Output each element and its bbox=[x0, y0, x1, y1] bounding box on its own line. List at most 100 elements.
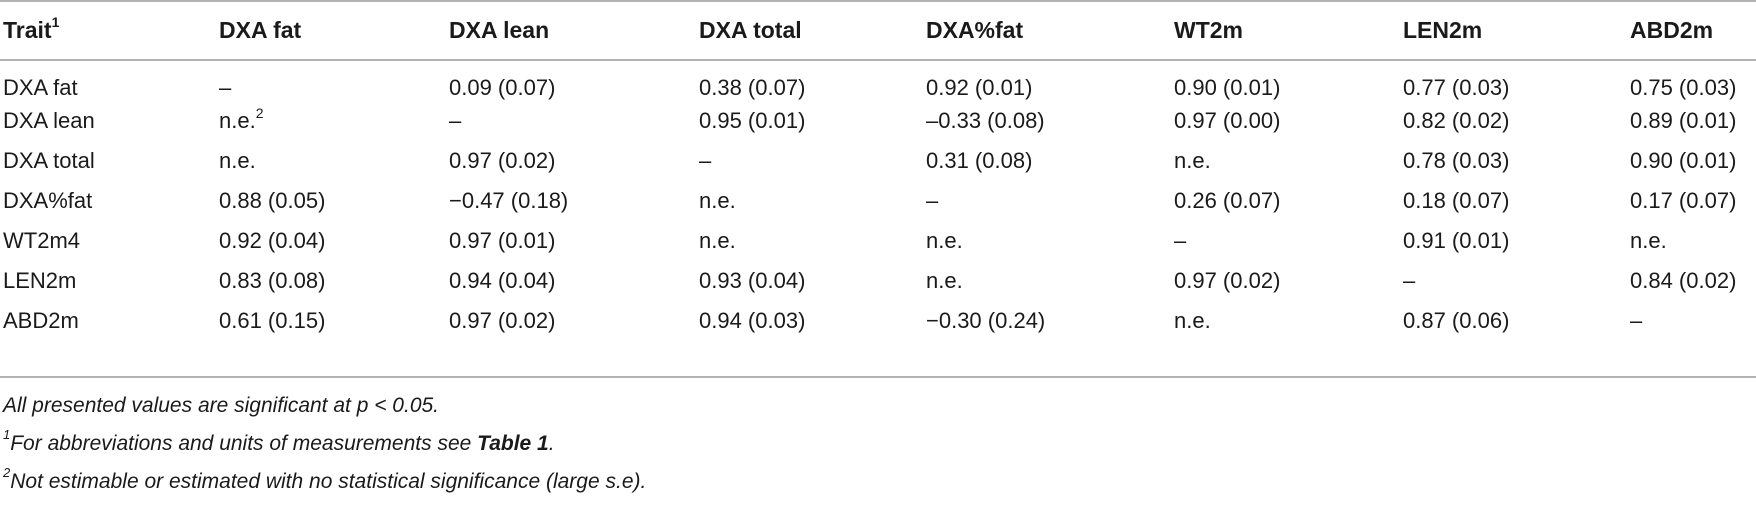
cell-value: 0.78 (0.03) bbox=[1403, 148, 1510, 173]
table-cell: 0.97 (0.02) bbox=[449, 301, 699, 341]
table-cell: – bbox=[699, 141, 926, 181]
table-cell: n.e. bbox=[219, 141, 449, 181]
correlation-table: Trait1 DXA fat DXA lean DXA total DXA%fat WT2… bbox=[0, 0, 1756, 341]
cell-value: – bbox=[699, 148, 712, 173]
table-row: ABD2m 0.61 (0.15) 0.97 (0.02) 0.94 (0.03) −0… bbox=[0, 301, 1756, 341]
cell-value: 0.87 (0.06) bbox=[1403, 308, 1510, 333]
cell-value: 0.90 (0.01) bbox=[1630, 148, 1737, 173]
cell-value: 0.89 (0.01) bbox=[1630, 108, 1737, 133]
column-header: DXA%fat bbox=[926, 0, 1174, 61]
row-label: DXA%fat bbox=[0, 181, 219, 221]
cell-value: n.e. bbox=[219, 148, 256, 173]
cell-value: 0.95 (0.01) bbox=[699, 108, 806, 133]
cell-value: n.e. bbox=[699, 228, 736, 253]
table-cell: 0.38 (0.07) bbox=[699, 61, 926, 101]
cell-value: n.e. bbox=[1174, 308, 1211, 333]
cell-value: 0.75 (0.03) bbox=[1630, 75, 1737, 100]
column-header-label: Trait bbox=[3, 17, 52, 43]
column-header-label: LEN2m bbox=[1403, 17, 1483, 43]
cell-value: DXA total bbox=[3, 148, 95, 173]
row-label: WT2m4 bbox=[0, 221, 219, 261]
cell-value: – bbox=[1174, 228, 1187, 253]
table-cell: −0.47 (0.18) bbox=[449, 181, 699, 221]
table-cell: n.e. bbox=[926, 261, 1174, 301]
table-cell: 0.88 (0.05) bbox=[219, 181, 449, 221]
cell-value: –0.33 (0.08) bbox=[926, 108, 1045, 133]
footnote-abbreviations-end: . bbox=[548, 432, 555, 455]
cell-value: 0.17 (0.07) bbox=[1630, 188, 1737, 213]
table-cell: 0.93 (0.04) bbox=[699, 261, 926, 301]
cell-value: 0.83 (0.08) bbox=[219, 268, 326, 293]
row-label: DXA total bbox=[0, 141, 219, 181]
table-row: DXA lean n.e.2–0.95 (0.01) –0.33 (0.08) 0.9… bbox=[0, 101, 1756, 141]
footnote-marker: 1 bbox=[51, 14, 60, 31]
cell-value: 0.97 (0.02) bbox=[449, 308, 556, 333]
cell-value: −0.30 (0.24) bbox=[926, 308, 1046, 333]
row-label: DXA fat bbox=[0, 61, 219, 101]
table-cell: 0.17 (0.07) bbox=[1630, 181, 1756, 221]
table-cell: 0.31 (0.08) bbox=[926, 141, 1174, 181]
footnote-abbreviations-text: For abbreviations and units of measureme… bbox=[10, 432, 478, 455]
table-1-reference: Table 1 bbox=[477, 432, 549, 455]
table-cell: 0.97 (0.01) bbox=[449, 221, 699, 261]
table-footnotes: All presented values are significant at … bbox=[3, 392, 1743, 506]
table-cell: 0.75 (0.03) bbox=[1630, 61, 1756, 101]
table-body: DXA fat – 0.09 (0.07) 0.38 (0.07) 0.92 (0.01… bbox=[0, 61, 1756, 341]
column-header: DXA fat bbox=[219, 0, 449, 61]
table-cell: n.e. bbox=[1630, 221, 1756, 261]
table-row: WT2m4 0.92 (0.04) 0.97 (0.01) n.e. n.e. – 0.91… bbox=[0, 221, 1756, 261]
cell-value: 0.97 (0.02) bbox=[449, 148, 556, 173]
table-cell: – bbox=[1630, 301, 1756, 341]
cell-value: 0.88 (0.05) bbox=[219, 188, 326, 213]
table-row: DXA total n.e. 0.97 (0.02) – 0.31 (0.08) n.e.… bbox=[0, 141, 1756, 181]
table-cell: –0.33 (0.08) bbox=[926, 101, 1174, 141]
cell-value: – bbox=[1403, 268, 1416, 293]
table-cell: – bbox=[1174, 221, 1403, 261]
cell-value: 0.97 (0.00) bbox=[1174, 108, 1281, 133]
row-label: DXA lean bbox=[0, 101, 219, 141]
column-header-label: DXA%fat bbox=[926, 17, 1024, 43]
table-cell: 0.77 (0.03) bbox=[1403, 61, 1630, 101]
cell-value: – bbox=[926, 188, 939, 213]
cell-value: 0.90 (0.01) bbox=[1174, 75, 1281, 100]
column-header-label: DXA fat bbox=[219, 17, 302, 43]
cell-value: 0.77 (0.03) bbox=[1403, 75, 1510, 100]
column-header: ABD2m bbox=[1630, 0, 1756, 61]
cell-value: n.e. bbox=[1174, 148, 1211, 173]
table-cell: n.e. bbox=[699, 181, 926, 221]
table-cell: 0.97 (0.00) bbox=[1174, 101, 1403, 141]
table-cell: 0.82 (0.02) bbox=[1403, 101, 1630, 141]
cell-value: 0.38 (0.07) bbox=[699, 75, 806, 100]
cell-value: 0.93 (0.04) bbox=[699, 268, 806, 293]
cell-value: 0.09 (0.07) bbox=[449, 75, 556, 100]
table-cell: 0.09 (0.07) bbox=[449, 61, 699, 101]
table-row: LEN2m 0.83 (0.08) 0.94 (0.04) 0.93 (0.04) n.… bbox=[0, 261, 1756, 301]
table-cell: 0.87 (0.06) bbox=[1403, 301, 1630, 341]
footnote-abbreviations: 1For abbreviations and units of measurem… bbox=[3, 428, 1743, 468]
cell-value: 0.84 (0.02) bbox=[1630, 268, 1737, 293]
column-header: WT2m bbox=[1174, 0, 1403, 61]
cell-value: DXA lean bbox=[3, 108, 95, 133]
cell-value: 0.91 (0.01) bbox=[1403, 228, 1510, 253]
footnote-marker-2: 2 bbox=[3, 465, 11, 480]
row-label: ABD2m bbox=[0, 301, 219, 341]
table-cell: 0.95 (0.01) bbox=[699, 101, 926, 141]
row-label: LEN2m bbox=[0, 261, 219, 301]
cell-value: – bbox=[219, 75, 232, 100]
table-cell: – bbox=[219, 61, 449, 101]
cell-value: DXA%fat bbox=[3, 188, 93, 213]
cell-value: 0.97 (0.01) bbox=[449, 228, 556, 253]
cell-value: – bbox=[1630, 308, 1643, 333]
table-cell: 0.97 (0.02) bbox=[449, 141, 699, 181]
table-cell: 0.84 (0.02) bbox=[1630, 261, 1756, 301]
table-cell: −0.30 (0.24) bbox=[926, 301, 1174, 341]
table-cell: 0.90 (0.01) bbox=[1174, 61, 1403, 101]
column-header: DXA total bbox=[699, 0, 926, 61]
table-cell: 0.26 (0.07) bbox=[1174, 181, 1403, 221]
cell-value: 0.92 (0.01) bbox=[926, 75, 1033, 100]
table-top-rule bbox=[0, 0, 1756, 2]
table-cell: n.e. bbox=[1174, 141, 1403, 181]
cell-value: n.e. bbox=[926, 228, 963, 253]
table-cell: n.e. bbox=[699, 221, 926, 261]
table-cell: n.e. bbox=[926, 221, 1174, 261]
